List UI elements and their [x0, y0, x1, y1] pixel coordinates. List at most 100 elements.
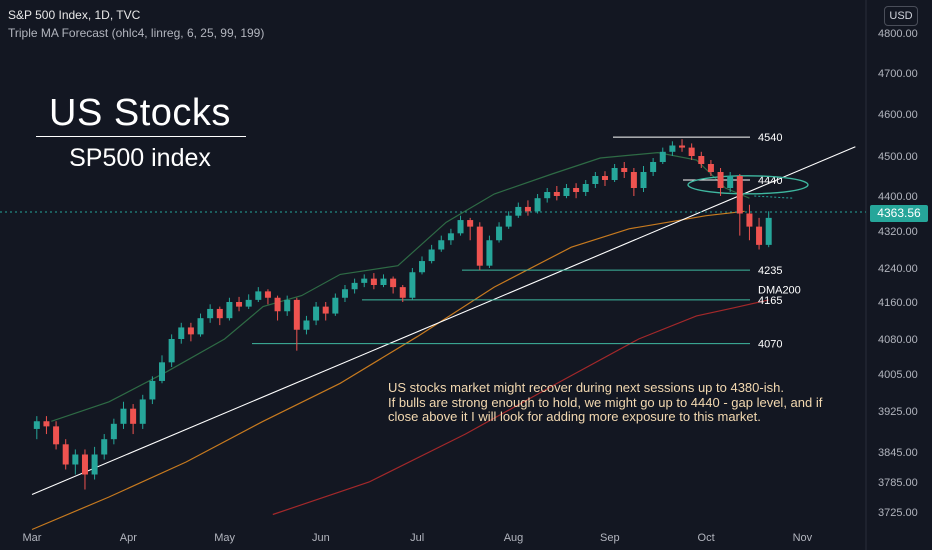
candle-body [544, 192, 551, 199]
candle-body [390, 278, 397, 288]
candle-body [120, 408, 127, 424]
candle-body [168, 339, 175, 363]
indicator-header[interactable]: Triple MA Forecast (ohlc4, linreg, 6, 25… [8, 26, 265, 40]
x-tick-label: May [214, 532, 235, 544]
candle-body [53, 426, 60, 445]
candle-body [650, 162, 657, 172]
overlay-title: US Stocks [49, 92, 231, 134]
candle-body [81, 454, 88, 475]
time-axis[interactable]: Mar Apr May Jun Jul Aug Sep Oct Nov [23, 532, 813, 544]
candle-body [476, 226, 483, 266]
candles [33, 139, 772, 490]
price-axis[interactable]: 4800.00 4700.00 4600.00 4500.00 4400.00 4320.… [878, 28, 918, 519]
x-tick-label: Nov [793, 532, 813, 544]
candle-body [717, 172, 724, 188]
candle-body [563, 188, 570, 196]
y-tick-label: 3845.00 [878, 447, 918, 459]
candle-body [659, 151, 666, 162]
last-price-tag: 4363.56 [870, 205, 928, 222]
y-tick-label: 4005.00 [878, 369, 918, 381]
overlay-subtitle: SP500 index [69, 144, 211, 172]
candle-body [399, 287, 406, 298]
candle-body [505, 215, 512, 227]
candle-body [467, 220, 474, 227]
symbol-header[interactable]: S&P 500 Index, 1D, TVC [8, 8, 141, 22]
candle-body [274, 297, 281, 312]
note-line-1: US stocks market might recover during ne… [388, 380, 784, 395]
y-tick-label: 4080.00 [878, 334, 918, 346]
candle-body [72, 454, 79, 465]
level-label: 4165 [758, 295, 782, 307]
candle-body [727, 176, 734, 188]
y-tick-label: 4240.00 [878, 263, 918, 275]
x-tick-label: Jun [312, 532, 330, 544]
candle-body [101, 439, 108, 455]
candle-body [524, 206, 531, 212]
candle-body [534, 198, 541, 212]
y-tick-label: 4500.00 [878, 151, 918, 163]
moving-average-line [272, 299, 769, 516]
candle-body [351, 282, 358, 290]
y-tick-label: 3925.00 [878, 406, 918, 418]
candle-body [303, 320, 310, 330]
candle-body [707, 164, 714, 172]
y-tick-label: 4800.00 [878, 28, 918, 40]
candle-body [486, 240, 493, 266]
x-tick-label: Jul [410, 532, 424, 544]
trendline-layer [31, 146, 856, 496]
candle-body [515, 206, 522, 216]
level-label: 4440 [758, 175, 782, 187]
candle-body [669, 145, 676, 152]
moving-averages [31, 151, 769, 531]
level-label: 4540 [758, 132, 782, 144]
note-line-3: close above it I will look for adding mo… [388, 409, 761, 424]
candle-body [640, 172, 647, 188]
candle-body [457, 220, 464, 234]
candle-body [573, 188, 580, 192]
candle-body [149, 380, 156, 400]
candle-body [428, 249, 435, 262]
candle-body [688, 147, 695, 156]
candle-body [553, 192, 560, 196]
candle-body [178, 327, 185, 339]
candle-body [496, 226, 503, 241]
candle-body [419, 261, 426, 273]
x-tick-label: Apr [120, 532, 137, 544]
candle-body [159, 362, 166, 381]
moving-average-line [31, 210, 745, 531]
candle-body [332, 297, 339, 314]
currency-button[interactable]: USD [884, 6, 918, 26]
candle-body [592, 176, 599, 184]
y-tick-label: 4700.00 [878, 68, 918, 80]
candle-body [226, 302, 233, 319]
candle-body [313, 306, 320, 321]
candle-body [630, 172, 637, 188]
candle-body [409, 272, 416, 298]
candle-body [322, 306, 329, 314]
candle-body [765, 217, 772, 245]
x-tick-label: Mar [23, 532, 42, 544]
candle-body [293, 299, 300, 330]
candle-body [264, 291, 271, 298]
x-tick-label: Aug [504, 532, 524, 544]
candle-body [756, 226, 763, 245]
candle-body [370, 278, 377, 285]
candle-body [216, 308, 223, 319]
candle-body [611, 168, 618, 180]
candle-body [130, 408, 137, 424]
candle-body [380, 278, 387, 285]
level-label: 4235 [758, 265, 782, 277]
y-tick-label: 4400.00 [878, 191, 918, 203]
candle-body [601, 176, 608, 180]
candle-body [245, 299, 252, 307]
candle-body [736, 176, 743, 214]
y-tick-label: 3725.00 [878, 507, 918, 519]
level-label: DMA200 [758, 284, 801, 296]
y-tick-label: 4320.00 [878, 226, 918, 238]
candle-body [698, 156, 705, 164]
candle-body [361, 278, 368, 283]
note-line-2: If bulls are strong enough to hold, we m… [388, 394, 823, 410]
moving-average-line [51, 151, 750, 422]
